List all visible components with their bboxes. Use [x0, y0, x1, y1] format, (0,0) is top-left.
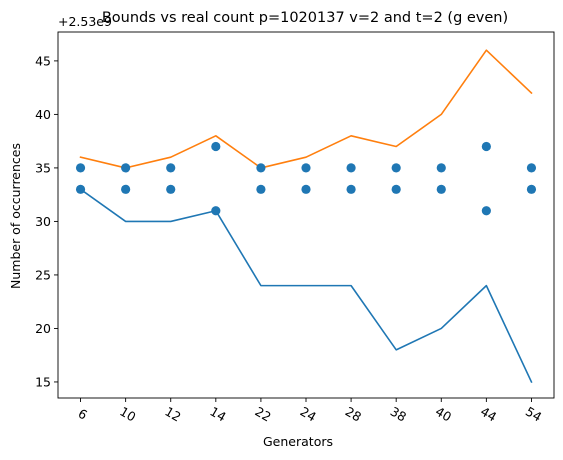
x-axis-label: Generators — [263, 434, 333, 449]
x-tick-label: 38 — [388, 404, 409, 425]
x-tick-label: 10 — [117, 404, 138, 425]
x-tick-label: 40 — [433, 404, 454, 425]
y-tick-label: 40 — [35, 107, 51, 122]
scatter-point — [481, 141, 491, 152]
x-tick-label: 44 — [478, 404, 499, 425]
y-tick-label: 15 — [35, 374, 51, 389]
scatter-point — [75, 163, 86, 173]
scatter-point — [301, 184, 311, 194]
scatter-point — [526, 184, 537, 194]
y-tick-label: 45 — [35, 53, 51, 68]
y-tick-label: 35 — [35, 160, 51, 175]
y-axis-label: Number of occurrences — [8, 143, 23, 289]
scatter-point — [346, 184, 356, 194]
series-line-0 — [79, 188, 533, 384]
scatter-point — [481, 206, 491, 216]
scatter-point — [526, 163, 537, 173]
scatter-point — [301, 163, 311, 173]
y-tick-label: 20 — [35, 321, 51, 336]
y-tick-label: 30 — [35, 214, 51, 229]
scatter-point — [211, 206, 221, 216]
series-line-1 — [79, 49, 533, 169]
y-tick-label: 25 — [35, 267, 51, 282]
scatter-point — [75, 184, 86, 194]
scatter-point — [211, 141, 221, 152]
scatter-point — [256, 163, 266, 173]
scatter-point — [256, 184, 266, 194]
scatter-point — [391, 163, 401, 173]
y-offset-text: +2.53e9 — [58, 14, 112, 29]
x-tick-label: 28 — [343, 404, 364, 425]
scatter-point — [121, 163, 131, 173]
x-tick-label: 22 — [253, 404, 274, 425]
scatter-point — [346, 163, 356, 173]
x-tick-label: 54 — [523, 404, 544, 425]
scatter-point — [436, 163, 446, 173]
x-tick-label: 14 — [207, 404, 228, 425]
chart-title: Bounds vs real count p=1020137 v=2 and t… — [102, 10, 508, 26]
scatter-point — [121, 184, 131, 194]
scatter-point — [391, 184, 401, 194]
x-tick-label: 12 — [162, 404, 183, 425]
scatter-point — [166, 163, 176, 173]
scatter-point — [436, 184, 446, 194]
scatter-point — [166, 184, 176, 194]
x-tick-label: 24 — [298, 404, 319, 425]
